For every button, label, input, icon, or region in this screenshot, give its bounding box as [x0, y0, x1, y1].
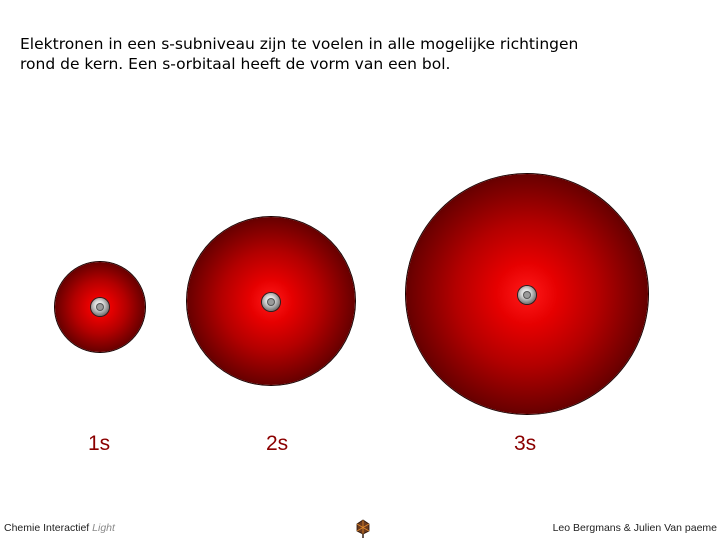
footer-brand-name: Chemie Interactief [4, 522, 90, 534]
nucleus-3s [518, 286, 536, 304]
footer-brand: Chemie Interactief Light [4, 522, 115, 534]
footer-credits: Leo Bergmans & Julien Van paeme [552, 522, 717, 534]
orbital-label-3s: 3s [514, 432, 537, 455]
intro-line-1: Elektronen in een s-subniveau zijn te vo… [20, 35, 579, 53]
leaf-logo-icon [356, 519, 370, 538]
orbital-label-2s: 2s [266, 432, 289, 455]
intro-line-2: rond de kern. Een s-orbitaal heeft de vo… [20, 55, 451, 73]
nucleus-2s [262, 293, 280, 311]
orbital-label-1s: 1s [88, 432, 111, 455]
footer-brand-suffix: Light [92, 522, 115, 534]
intro-text: Elektronen in een s-subniveau zijn te vo… [20, 34, 710, 74]
nucleus-1s [91, 298, 109, 316]
